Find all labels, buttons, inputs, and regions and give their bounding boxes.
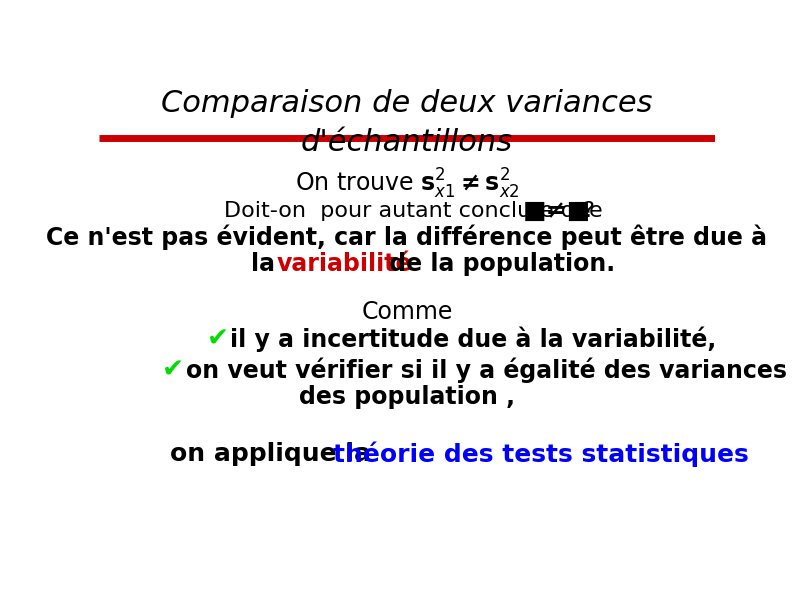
Text: on applique la: on applique la [170, 442, 380, 466]
Text: ?: ? [576, 201, 595, 221]
Text: ✔: ✔ [162, 357, 193, 383]
Text: de la population.: de la population. [381, 252, 615, 276]
Text: théorie des tests statistiques: théorie des tests statistiques [333, 441, 748, 466]
Text: ■≠■: ■≠■ [522, 199, 591, 223]
Text: il y a incertitude due à la variabilité,: il y a incertitude due à la variabilité, [230, 327, 716, 352]
Text: Comme: Comme [361, 300, 453, 324]
Text: on veut vérifier si il y a égalité des variances: on veut vérifier si il y a égalité des v… [186, 358, 787, 383]
Text: d'échantillons: d'échantillons [301, 128, 513, 157]
Text: Doit-on  pour autant conclure que: Doit-on pour autant conclure que [224, 201, 610, 221]
Text: la: la [251, 252, 283, 276]
Text: ✔: ✔ [206, 327, 237, 352]
Text: On trouve $\mathbf{s}_{x1}^{2}$$\mathbf{\neq}$$\mathbf{s}_{x2}^{2}$: On trouve $\mathbf{s}_{x1}^{2}$$\mathbf{… [295, 167, 519, 201]
Text: variabilité: variabilité [276, 252, 412, 276]
Text: des population ,: des population , [299, 385, 515, 409]
Text: Comparaison de deux variances: Comparaison de deux variances [161, 89, 653, 118]
Text: Ce n'est pas évident, car la différence peut être due à: Ce n'est pas évident, car la différence … [46, 224, 768, 250]
